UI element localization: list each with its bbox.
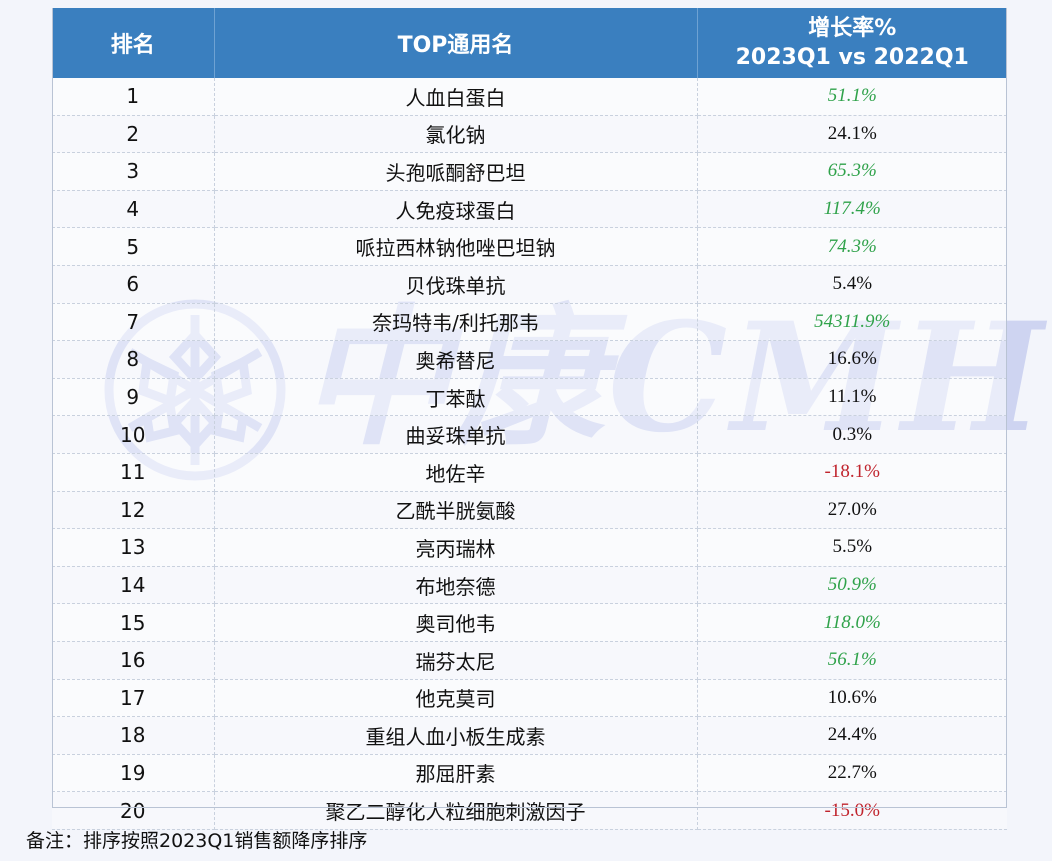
rank-cell: 14 bbox=[52, 566, 215, 605]
header-rank: 排名 bbox=[52, 8, 215, 78]
table-row: 18 重组人血小板生成素 24.4% bbox=[52, 716, 1007, 755]
table-row: 12 乙酰半胱氨酸 27.0% bbox=[52, 491, 1007, 530]
drug-name-cell: 布地奈德 bbox=[214, 566, 698, 605]
rank-cell: 12 bbox=[52, 491, 215, 530]
drug-name-cell: 贝伐珠单抗 bbox=[214, 265, 698, 304]
header-rate: 增长率% 2023Q1 vs 2022Q1 bbox=[697, 8, 1007, 78]
table-row: 17 他克莫司 10.6% bbox=[52, 679, 1007, 718]
drug-name-cell: 乙酰半胱氨酸 bbox=[214, 491, 698, 530]
table-row: 19 那屈肝素 22.7% bbox=[52, 754, 1007, 793]
table-row: 11 地佐辛 -18.1% bbox=[52, 453, 1007, 492]
growth-rate-cell: 51.1% bbox=[697, 78, 1007, 116]
rank-cell: 7 bbox=[52, 303, 215, 342]
drug-name-cell: 奥希替尼 bbox=[214, 340, 698, 379]
growth-rate-cell: 16.6% bbox=[697, 340, 1007, 379]
drug-name-cell: 氯化钠 bbox=[214, 115, 698, 154]
table-header-row: 排名 TOP通用名 增长率% 2023Q1 vs 2022Q1 bbox=[52, 8, 1007, 78]
growth-rate-cell: -18.1% bbox=[697, 453, 1007, 492]
growth-rate-cell: 10.6% bbox=[697, 679, 1007, 718]
growth-rate-cell: 22.7% bbox=[697, 754, 1007, 793]
growth-rate-cell: 65.3% bbox=[697, 152, 1007, 191]
growth-rate-cell: 56.1% bbox=[697, 641, 1007, 680]
drug-name-cell: 奈玛特韦/利托那韦 bbox=[214, 303, 698, 342]
drug-name-cell: 聚乙二醇化人粒细胞刺激因子 bbox=[214, 791, 698, 830]
rank-cell: 5 bbox=[52, 227, 215, 266]
drug-name-cell: 人血白蛋白 bbox=[214, 78, 698, 116]
table-row: 10 曲妥珠单抗 0.3% bbox=[52, 415, 1007, 454]
table-row: 8 奥希替尼 16.6% bbox=[52, 340, 1007, 379]
table-row: 6 贝伐珠单抗 5.4% bbox=[52, 265, 1007, 304]
rank-cell: 8 bbox=[52, 340, 215, 379]
growth-rate-cell: 74.3% bbox=[697, 227, 1007, 266]
growth-rate-cell: 5.5% bbox=[697, 528, 1007, 567]
drug-name-cell: 亮丙瑞林 bbox=[214, 528, 698, 567]
growth-rate-cell: 27.0% bbox=[697, 491, 1007, 530]
rank-cell: 17 bbox=[52, 679, 215, 718]
table-row: 1 人血白蛋白 51.1% bbox=[52, 78, 1007, 116]
table-row: 2 氯化钠 24.1% bbox=[52, 115, 1007, 154]
growth-rate-cell: -15.0% bbox=[697, 791, 1007, 830]
rank-cell: 3 bbox=[52, 152, 215, 191]
rank-cell: 20 bbox=[52, 791, 215, 830]
drug-name-cell: 他克莫司 bbox=[214, 679, 698, 718]
rank-cell: 10 bbox=[52, 415, 215, 454]
growth-rate-cell: 24.1% bbox=[697, 115, 1007, 154]
table-row: 20 聚乙二醇化人粒细胞刺激因子 -15.0% bbox=[52, 791, 1007, 830]
table-row: 9 丁苯酞 11.1% bbox=[52, 378, 1007, 417]
rank-cell: 13 bbox=[52, 528, 215, 567]
table-row: 16 瑞芬太尼 56.1% bbox=[52, 641, 1007, 680]
ranking-table: 排名 TOP通用名 增长率% 2023Q1 vs 2022Q1 1 人血白蛋白 51… bbox=[52, 8, 1007, 830]
rank-cell: 16 bbox=[52, 641, 215, 680]
rank-cell: 18 bbox=[52, 716, 215, 755]
drug-name-cell: 曲妥珠单抗 bbox=[214, 415, 698, 454]
table-row: 7 奈玛特韦/利托那韦 54311.9% bbox=[52, 303, 1007, 342]
header-name: TOP通用名 bbox=[214, 8, 698, 78]
rank-cell: 1 bbox=[52, 78, 215, 116]
rank-cell: 6 bbox=[52, 265, 215, 304]
growth-rate-cell: 54311.9% bbox=[697, 303, 1007, 342]
drug-name-cell: 哌拉西林钠他唑巴坦钠 bbox=[214, 227, 698, 266]
table-body: 1 人血白蛋白 51.1% 2 氯化钠 24.1% 3 头孢哌酮舒巴坦 65.3% 4 人免疫球蛋白… bbox=[52, 78, 1007, 830]
growth-rate-cell: 0.3% bbox=[697, 415, 1007, 454]
table-row: 4 人免疫球蛋白 117.4% bbox=[52, 190, 1007, 229]
table-row: 14 布地奈德 50.9% bbox=[52, 566, 1007, 605]
ranking-table-container: 排名 TOP通用名 增长率% 2023Q1 vs 2022Q1 1 人血白蛋白 51… bbox=[52, 8, 1007, 830]
growth-rate-cell: 5.4% bbox=[697, 265, 1007, 304]
growth-rate-cell: 118.0% bbox=[697, 603, 1007, 642]
growth-rate-cell: 24.4% bbox=[697, 716, 1007, 755]
drug-name-cell: 头孢哌酮舒巴坦 bbox=[214, 152, 698, 191]
drug-name-cell: 瑞芬太尼 bbox=[214, 641, 698, 680]
table-row: 13 亮丙瑞林 5.5% bbox=[52, 528, 1007, 567]
drug-name-cell: 丁苯酞 bbox=[214, 378, 698, 417]
rank-cell: 2 bbox=[52, 115, 215, 154]
header-rate-line2: 2023Q1 vs 2022Q1 bbox=[735, 45, 969, 70]
drug-name-cell: 人免疫球蛋白 bbox=[214, 190, 698, 229]
rank-cell: 9 bbox=[52, 378, 215, 417]
drug-name-cell: 重组人血小板生成素 bbox=[214, 716, 698, 755]
drug-name-cell: 奥司他韦 bbox=[214, 603, 698, 642]
rank-cell: 19 bbox=[52, 754, 215, 793]
growth-rate-cell: 11.1% bbox=[697, 378, 1007, 417]
rank-cell: 11 bbox=[52, 453, 215, 492]
table-row: 5 哌拉西林钠他唑巴坦钠 74.3% bbox=[52, 227, 1007, 266]
rank-cell: 4 bbox=[52, 190, 215, 229]
growth-rate-cell: 117.4% bbox=[697, 190, 1007, 229]
rank-cell: 15 bbox=[52, 603, 215, 642]
header-rate-line1: 增长率% bbox=[808, 16, 897, 41]
drug-name-cell: 那屈肝素 bbox=[214, 754, 698, 793]
footnote: 备注：排序按照2023Q1销售额降序排序 bbox=[26, 830, 368, 852]
table-row: 3 头孢哌酮舒巴坦 65.3% bbox=[52, 152, 1007, 191]
table-row: 15 奥司他韦 118.0% bbox=[52, 603, 1007, 642]
drug-name-cell: 地佐辛 bbox=[214, 453, 698, 492]
growth-rate-cell: 50.9% bbox=[697, 566, 1007, 605]
